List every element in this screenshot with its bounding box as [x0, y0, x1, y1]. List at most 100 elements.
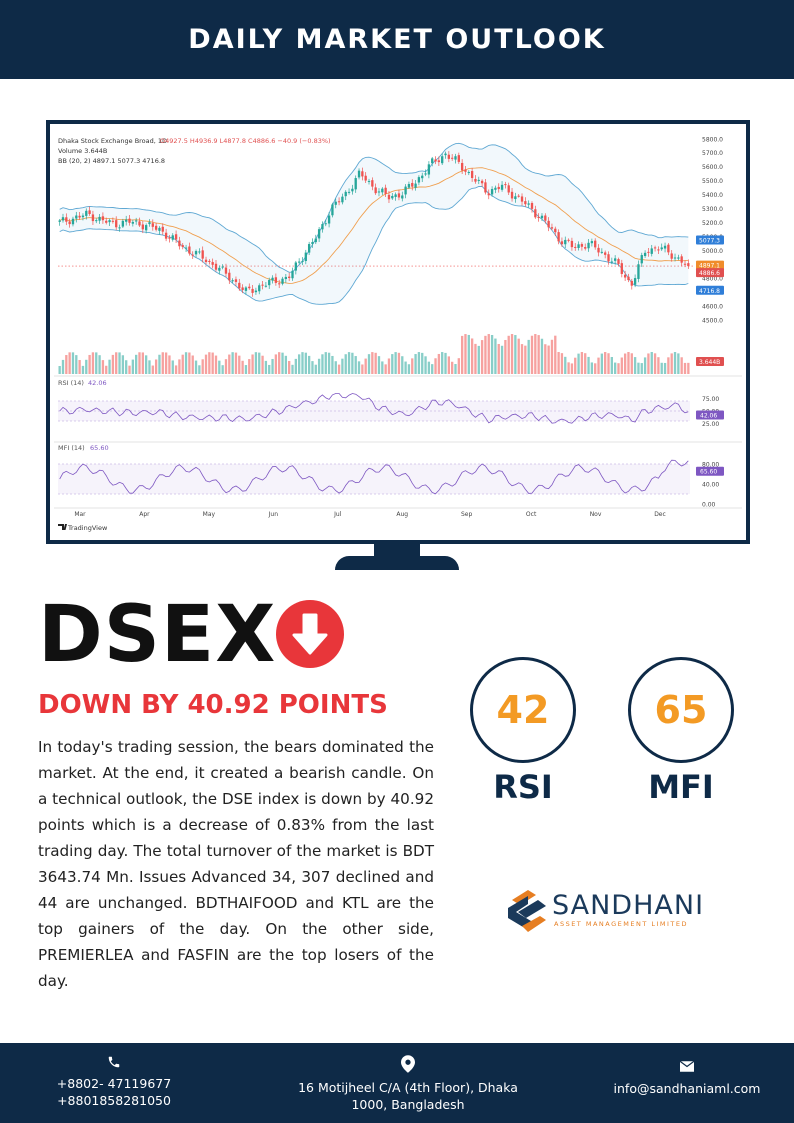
volume-bar: [687, 362, 690, 374]
volume-bar: [144, 355, 148, 374]
candle-body: [284, 276, 288, 280]
volume-bar: [311, 361, 314, 374]
candle-body: [490, 188, 494, 195]
volume-bar: [258, 352, 261, 374]
candle-body: [567, 239, 570, 241]
candle-body: [620, 263, 623, 274]
candle-body: [451, 157, 454, 159]
volume-bar: [88, 354, 91, 374]
volume-bar: [391, 354, 394, 374]
chart-volume-legend: Volume 3.644B: [58, 147, 107, 155]
candle-body: [643, 252, 647, 257]
volume-bar: [670, 353, 673, 374]
volume-bar: [667, 357, 670, 374]
candle-body: [208, 260, 211, 262]
volume-bar: [623, 353, 627, 374]
candle-body: [680, 256, 683, 263]
candle-body: [224, 267, 228, 274]
candle-body: [427, 164, 431, 175]
candle-body: [234, 279, 238, 282]
volume-bar: [494, 338, 497, 374]
month-label: Oct: [526, 511, 537, 518]
price-tick-label: 5000.0: [702, 248, 723, 255]
volume-bar: [198, 365, 201, 374]
volume-bar: [178, 359, 181, 374]
chart-ohlc: O4927.5 H4936.9 L4877.8 C4886.6 −40.9 (−…: [160, 137, 331, 145]
price-badge: [696, 285, 724, 295]
candle-body: [597, 247, 600, 253]
candle-body: [218, 267, 221, 271]
candle-body: [374, 187, 377, 194]
candle-body: [174, 234, 178, 240]
volume-bar: [268, 364, 271, 374]
candle-body: [497, 186, 500, 190]
volume-bar: [514, 335, 517, 374]
volume-bar: [607, 353, 610, 374]
volume-bar: [105, 365, 108, 374]
volume-bar: [507, 335, 510, 374]
volume-bar: [98, 355, 101, 374]
sandhani-logo: SANDHANI ASSET MANAGEMENT LIMITED: [506, 886, 703, 936]
candle-body: [604, 252, 607, 255]
volume-bar: [294, 358, 297, 374]
volume-bar: [131, 359, 135, 374]
volume-bar: [557, 352, 560, 374]
volume-bar: [331, 355, 334, 374]
email-icon: [680, 1061, 694, 1072]
volume-bar: [560, 353, 564, 374]
email-address[interactable]: info@sandhaniaml.com: [613, 1081, 761, 1096]
candle-body: [610, 261, 613, 263]
candle-body: [534, 209, 537, 218]
candle-body: [590, 241, 594, 244]
candle-body: [288, 276, 291, 278]
candle-body: [344, 191, 347, 197]
price-badge: [696, 268, 724, 278]
volume-bar: [141, 352, 144, 374]
candle-body: [191, 254, 194, 256]
volume-bar: [663, 362, 667, 374]
candle-body: [135, 220, 138, 222]
candle-body: [650, 248, 653, 254]
logo-subtitle: ASSET MANAGEMENT LIMITED: [554, 920, 688, 928]
price-tick-label: 4800.0: [702, 276, 723, 283]
volume-bar: [374, 352, 377, 374]
volume-bar: [234, 352, 238, 374]
candle-body: [580, 244, 584, 247]
rsi-value: 42: [496, 688, 550, 732]
mfi-legend: MFI (14): [58, 444, 85, 452]
volume-bar: [111, 354, 115, 374]
candle-body: [304, 252, 307, 262]
candle-body: [594, 240, 597, 248]
candle-body: [367, 180, 371, 182]
candle-body: [507, 185, 510, 193]
volume-bar: [201, 359, 204, 374]
logo-name: SANDHANI: [552, 890, 705, 921]
volume-bar: [184, 352, 188, 374]
phone-number-1[interactable]: +8802- 47119677: [56, 1076, 172, 1091]
volume-bar: [574, 357, 577, 374]
volume-bar: [657, 357, 660, 374]
volume-bar: [264, 360, 268, 374]
candle-body: [607, 254, 610, 262]
rsi-label: RSI: [493, 768, 553, 806]
volume-bar: [118, 352, 121, 374]
candle-body: [351, 188, 354, 192]
mfi-band: [58, 464, 690, 494]
candle-body: [524, 201, 527, 205]
volume-bar: [564, 356, 567, 374]
candle-body: [630, 280, 633, 286]
volume-bar: [357, 361, 361, 374]
volume-bar: [151, 365, 154, 374]
candle-body: [550, 227, 554, 229]
candle-body: [633, 278, 637, 285]
footer-email: info@sandhaniaml.com: [612, 1061, 762, 1097]
phone-number-2[interactable]: +8801858281050: [57, 1093, 171, 1108]
volume-bar: [384, 364, 387, 374]
price-badge-label: 4897.1: [699, 263, 720, 270]
tradingview-logo-icon: [58, 524, 67, 530]
volume-bar: [464, 334, 467, 374]
candle-body: [510, 191, 514, 199]
volume-bar: [660, 362, 663, 374]
candle-body: [337, 201, 341, 203]
candle-body: [301, 260, 304, 262]
